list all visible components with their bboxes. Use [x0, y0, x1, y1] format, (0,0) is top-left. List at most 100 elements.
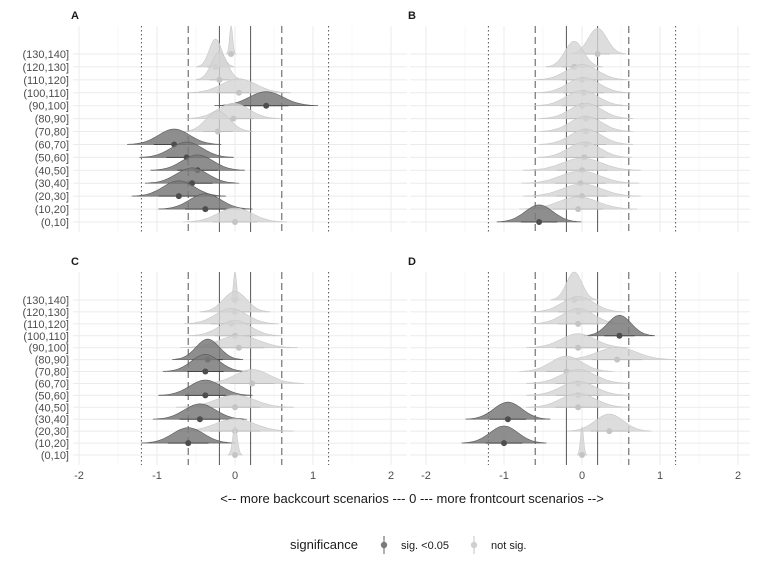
panel-label: D	[408, 256, 416, 268]
panel-a: A (0,10](10,20](20,30](30,40](40,50](50,6…	[23, 10, 407, 232]
y-tick-label: (70,80]	[35, 367, 69, 379]
legend-label: sig. <0.05	[401, 540, 449, 552]
point-estimate	[504, 416, 511, 423]
density-ridge	[534, 89, 630, 106]
y-tick-label: (110,120]	[23, 75, 69, 87]
point-estimate	[263, 102, 270, 109]
y-tick-label: (60,70]	[35, 139, 69, 151]
density-ridge	[150, 154, 245, 171]
density-ridge	[550, 271, 598, 301]
density-ridge	[187, 320, 283, 337]
density-ridge	[145, 167, 240, 184]
density-ridge	[526, 381, 630, 396]
y-tick-label: (50,60]	[35, 152, 69, 164]
legend-key-point	[470, 541, 478, 549]
density-ridge	[521, 170, 640, 184]
y-tick-label: (20,30]	[35, 426, 69, 438]
legend-title: significance	[290, 537, 358, 552]
density-ridge	[496, 204, 582, 223]
density-ridge	[584, 314, 655, 337]
legend-items: sig. <0.05 not sig.	[380, 536, 526, 554]
density-ridge	[227, 426, 243, 456]
y-tick-label: (10,20]	[35, 204, 69, 216]
panels-layer: A(0,10](10,20](20,30](30,40](40,50](50,6…	[23, 10, 750, 482]
x-tick-label: 1	[657, 470, 663, 482]
density-ridge	[545, 40, 603, 68]
point-estimate	[235, 89, 242, 96]
density-ridge	[127, 128, 222, 145]
point-estimate	[575, 404, 582, 411]
density-ridge	[558, 346, 676, 360]
legend-label: not sig.	[491, 540, 526, 552]
point-estimate	[214, 128, 221, 135]
y-tick-label: (30,40]	[35, 178, 69, 190]
density-ridge	[158, 379, 253, 396]
point-estimate	[575, 344, 582, 351]
y-tick-label: (120,130]	[23, 307, 69, 319]
x-tick-label: 0	[579, 470, 585, 482]
point-estimate	[606, 428, 613, 435]
y-tick-label: (80,90]	[35, 114, 69, 126]
y-tick-label: (40,50]	[35, 165, 69, 177]
density-ridge	[523, 157, 641, 171]
density-ridge	[538, 115, 633, 132]
density-ridge	[523, 183, 641, 197]
point-estimate	[536, 219, 543, 225]
y-tick-label: (40,50]	[35, 402, 69, 414]
y-tick-label: (90,100]	[29, 101, 69, 113]
density-ridge	[141, 427, 236, 444]
x-tick-label: -2	[421, 470, 431, 482]
density-ridge	[195, 51, 244, 81]
point-estimate	[575, 320, 582, 327]
density-ridge	[182, 110, 254, 132]
y-tick-label: (120,130]	[23, 62, 69, 74]
density-ridge	[183, 207, 287, 223]
y-tick-label: (130,140]	[23, 49, 69, 61]
y-tick-label: (130,140]	[23, 295, 69, 307]
point-estimate	[249, 380, 256, 387]
density-ridge	[176, 418, 294, 432]
point-estimate	[185, 440, 192, 447]
y-tick-label: (30,40]	[35, 414, 69, 426]
point-estimate	[202, 206, 209, 213]
density-ridge	[199, 291, 271, 313]
density-ridge	[139, 141, 234, 158]
panel-label: C	[71, 256, 79, 268]
x-tick-label: -1	[499, 470, 509, 482]
density-ridge	[158, 193, 253, 210]
x-tick-label: 0	[232, 470, 238, 482]
density-ridge	[184, 308, 279, 325]
point-estimate	[232, 219, 238, 225]
density-ridge	[526, 392, 630, 408]
point-estimate	[216, 76, 223, 83]
point-estimate	[594, 51, 601, 57]
point-estimate	[614, 356, 621, 363]
y-tick-label: (100,110]	[23, 88, 69, 100]
y-tick-label: (100,110]	[23, 331, 69, 343]
point-estimate	[230, 115, 237, 122]
point-estimate	[616, 332, 623, 339]
point-estimate	[235, 344, 242, 351]
legend: significance sig. <0.05 not sig.	[290, 536, 526, 554]
density-ridge	[200, 369, 304, 384]
density-ridge	[526, 333, 630, 348]
point-estimate	[175, 193, 182, 200]
density-ridge	[526, 369, 630, 384]
density-ridge	[536, 77, 631, 94]
density-ridge	[538, 102, 633, 119]
density-ridge	[537, 141, 632, 158]
density-ridge	[534, 64, 630, 81]
point-estimate	[575, 206, 582, 213]
legend-item: sig. <0.05	[380, 536, 449, 554]
density-ridge	[226, 25, 237, 55]
y-tick-label: (50,60]	[35, 390, 69, 402]
point-estimate	[579, 452, 585, 458]
panel-b: B	[408, 10, 750, 232]
y-tick-label: (80,90]	[35, 355, 69, 367]
point-estimate	[232, 452, 238, 458]
y-tick-label: (0,10]	[41, 450, 69, 462]
density-ridge	[519, 355, 614, 372]
y-tick-label: (10,20]	[35, 438, 69, 450]
